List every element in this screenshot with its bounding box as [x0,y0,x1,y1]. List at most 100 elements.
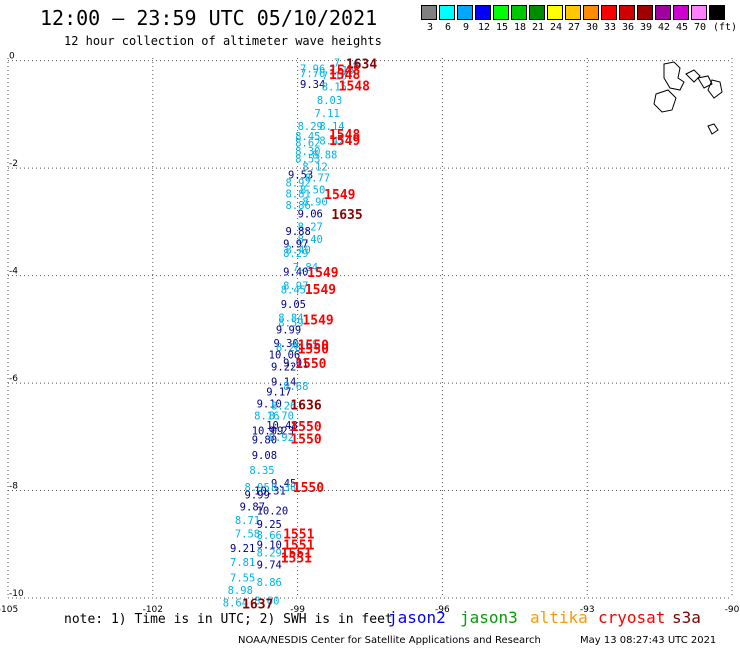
wave-height-value: 8.62 [295,137,320,149]
wave-height-value: 8.26 [271,401,296,413]
wave-height-value: 8.81 [286,188,311,200]
scale-swatch [565,5,581,20]
lat-tick-label: 0 [9,52,15,62]
generation-timestamp: May 13 08:27:43 UTC 2021 [580,635,717,646]
wave-height-value: 9.40 [283,266,308,278]
lat-tick-label: -8 [9,482,18,492]
scale-swatch [673,5,689,20]
scale-swatch [619,5,635,20]
wave-height-value: 9.45 [271,478,296,490]
pass-time-label: 1635 [331,208,362,223]
wave-height-value: 8.14 [319,121,344,133]
wave-height-value: 7.96 [300,64,325,76]
wave-height-value: 9.21 [230,543,255,555]
pass-time-label: 1551 [281,552,312,567]
scale-label: 15 [495,22,509,33]
pass-time-label: 1550 [290,420,321,435]
wave-height-value: 9.99 [245,489,270,501]
scale-swatch [475,5,491,20]
pass-time-label: 1549 [329,134,360,149]
wave-height-value: 7.84 [293,262,318,274]
scale-label: 36 [621,22,635,33]
wave-height-value: 9.53 [288,170,313,182]
pass-time-label: 1636 [290,399,321,414]
wave-height-value: 8.45 [281,285,306,297]
scale-label: 39 [639,22,653,33]
wave-height-value: 8.86 [257,577,282,589]
wave-height-value: 10.06 [269,350,301,362]
wave-height-value: 10.31 [254,486,286,498]
lon-tick-label: -93 [580,605,595,615]
lon-tick-label: -90 [725,605,740,615]
wave-height-value: 7.16 [322,71,347,83]
lon-tick-label: -96 [435,605,450,615]
scale-swatch [439,5,455,20]
scale-label: 6 [444,22,452,33]
wave-height-value: 9.74 [257,560,282,572]
scale-label: 33 [603,22,617,33]
wave-height-value: 7.11 [314,108,339,120]
wave-height-value: 8.45 [295,131,320,143]
wave-height-value: 8.88 [312,150,337,162]
scale-label: 18 [513,22,527,33]
wave-height-value: 9.06 [298,208,323,220]
island-outline [707,123,719,135]
pass-time-label: 1549 [324,188,355,203]
wave-height-value: 8.97 [283,280,308,292]
pass-time-label: 1548 [339,79,370,94]
wave-height-value: 8.65 [293,339,318,351]
scale-swatch [583,5,599,20]
scale-swatch [511,5,527,20]
pass-time-label: 1549 [305,283,336,298]
pass-time-label: 1551 [281,546,312,561]
wave-height-value: 8.29 [257,547,282,559]
scale-swatch [691,5,707,20]
wave-height-value: 8.15 [322,81,347,93]
wave-height-value: 8.40 [286,244,311,256]
wave-height-value: 7.16 [329,65,354,77]
legend-altika: altika [530,608,588,627]
scale-swatch [709,5,725,20]
wave-height-value: 8.29 [298,121,323,133]
map-title: 12:00 – 23:59 UTC 05/10/2021 [40,6,378,30]
scale-swatch [493,5,509,20]
wave-height-value: 8.90 [302,196,327,208]
wave-height-value: 8.27 [298,222,323,234]
pass-time-label: 1549 [307,266,338,281]
pass-time-label: 1549 [302,314,333,329]
wave-height-value: 10.20 [257,505,289,517]
lat-tick-label: -10 [9,589,24,599]
pass-time-label: 1551 [283,538,314,553]
scale-label: 45 [675,22,689,33]
wave-height-value: 8.77 [305,172,330,184]
pass-time-label: 1637 [242,597,273,612]
wave-height-value: 8.92 [269,432,294,444]
wave-height-value: 9.34 [300,79,325,91]
pass-time-label: 1548 [329,68,360,83]
wave-height-value: 8.29 [283,248,308,260]
wave-height-value: 9.08 [252,450,277,462]
wave-height-value: 8.30 [295,146,320,158]
wave-height-value: 9.14 [271,376,296,388]
wave-height-value: 8.60 [254,596,279,608]
pass-time-label: 1550 [293,481,324,496]
wave-height-value: 9.87 [240,502,265,514]
wave-height-value: 7.58 [235,529,260,541]
wave-height-value: 8.35 [249,465,274,477]
pass-time-label: 1551 [283,528,314,543]
wave-height-value: 8.84 [278,313,303,325]
scale-label: 42 [657,22,671,33]
pass-time-label: 1548 [329,128,360,143]
scale-swatch [457,5,473,20]
pass-time-label: 1550 [298,343,329,358]
wave-height-value: 9.30 [273,338,298,350]
scale-label: 30 [585,22,599,33]
wave-height-value: 8.59 [278,317,303,329]
scale-label: 70 [693,22,707,33]
wave-height-value: 8.42 [319,136,344,148]
wave-height-value: 9.01 [283,358,308,370]
wave-height-value: 8.86 [286,200,311,212]
wave-height-value: 9.10 [257,398,282,410]
scale-swatch [601,5,617,20]
